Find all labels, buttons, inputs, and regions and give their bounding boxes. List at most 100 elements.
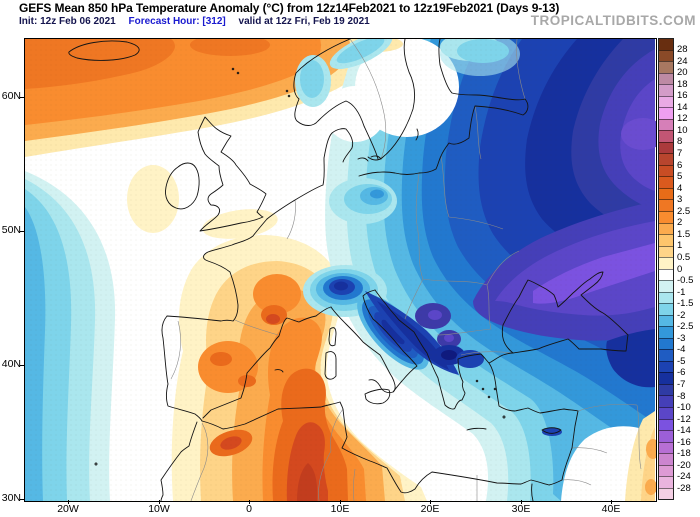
colorbar-segment [659, 245, 673, 258]
colorbar-segment [659, 107, 673, 119]
colorbar-label: -10 [677, 402, 691, 414]
colorbar-segment [659, 257, 673, 269]
y-axis-label: 30N [1, 492, 21, 504]
map-canvas [24, 38, 657, 502]
colorbar-label: 7 [677, 148, 683, 159]
colorbar-label: -2 [677, 309, 686, 321]
colorbar-label: 18 [677, 78, 688, 90]
colorbar-label: 16 [677, 90, 688, 102]
colorbar-label: 10 [677, 124, 688, 136]
colorbar-segment [659, 118, 673, 131]
colorbar-label: -28 [677, 482, 691, 494]
colorbar-segment [659, 372, 673, 384]
colorbar-segment [659, 130, 673, 142]
colorbar-label: -0.5 [677, 275, 694, 287]
x-axis-tick [521, 500, 522, 504]
x-axis-tick [68, 500, 69, 504]
colorbar-segment [659, 84, 673, 96]
colorbar-label: -16 [677, 436, 691, 448]
y-axis-tick [20, 365, 24, 366]
x-axis-tick [430, 500, 431, 504]
colorbar-segment [659, 383, 673, 396]
colorbar-segment [659, 337, 673, 350]
colorbar-label: 0 [677, 263, 683, 275]
colorbar-segment [659, 210, 673, 223]
colorbar-segment [659, 453, 673, 465]
colorbar-segment [659, 141, 673, 154]
colorbar-label: 24 [677, 55, 688, 67]
watermark-brand: TROPICALTIDBITS.COM [530, 13, 696, 28]
x-axis-label: 20E [420, 503, 440, 515]
colorbar-segment [659, 476, 673, 488]
colorbar-label: 8 [677, 136, 683, 148]
colorbar-label: -1.5 [677, 298, 694, 310]
colorbar-segment [659, 39, 673, 50]
colorbar-label: 4 [677, 182, 683, 194]
x-axis-label: 30E [511, 503, 531, 515]
colorbar-label: 20 [677, 67, 688, 79]
colorbar-label: 2.5 [677, 205, 691, 217]
colorbar-segment [659, 314, 673, 327]
colorbar-label: 3 [677, 194, 683, 206]
init-time-label: Init: 12z Feb 06 2021 [19, 16, 116, 27]
colorbar-labels: 28 24 20 18 16 14 12 10 8 7 6 5 4 3 2.5 2 1.5 1 0.5 0 -0.5 -1… [677, 38, 700, 500]
colorbar-segment [659, 72, 673, 85]
y-axis-label: 50N [1, 224, 21, 236]
x-axis-label: 0 [246, 503, 252, 515]
colorbar-label: 5 [677, 171, 683, 183]
y-axis-tick [20, 97, 24, 98]
colorbar-segment [659, 176, 673, 188]
y-axis-tick [20, 499, 24, 500]
colorbar-label: -6 [677, 367, 686, 379]
x-axis-tick [340, 500, 341, 504]
colorbar-segment [659, 153, 673, 165]
colorbar-segment [659, 487, 673, 500]
colorbar-label: 14 [677, 101, 688, 113]
colorbar-label: -14 [677, 425, 691, 437]
colorbar-segment [659, 430, 673, 442]
colorbar-label: -4 [677, 344, 686, 356]
colorbar-label: -2.5 [677, 321, 694, 333]
colorbar-label: -1 [677, 286, 686, 298]
x-axis-label: 20W [57, 503, 79, 515]
colorbar-segment [659, 187, 673, 200]
colorbar-segment [659, 407, 673, 419]
colorbar-label: -20 [677, 459, 691, 471]
x-axis-label: 10E [330, 503, 350, 515]
page-title: GEFS Mean 850 hPa Temperature Anomaly (°… [19, 1, 560, 15]
y-axis-label: 40N [1, 358, 21, 370]
country-borders [170, 39, 642, 501]
colorbar-segment [659, 164, 673, 177]
colorbar [658, 38, 674, 500]
colorbar-segment [659, 326, 673, 338]
stipple-overlay [25, 39, 656, 501]
colorbar-segment [659, 464, 673, 477]
colorbar-segment [659, 268, 673, 281]
valid-time-label: valid at 12z Fri, Feb 19 2021 [238, 16, 370, 27]
colorbar-segment [659, 349, 673, 361]
colorbar-label: -8 [677, 390, 686, 402]
colorbar-label: 6 [677, 159, 683, 171]
colorbar-label: 12 [677, 113, 688, 125]
colorbar-label: -5 [677, 355, 686, 367]
colorbar-label: 1 [677, 240, 683, 252]
colorbar-label: -7 [677, 379, 686, 390]
x-axis-tick [249, 500, 250, 504]
colorbar-label: 0.5 [677, 251, 691, 263]
coastlines [68, 39, 629, 501]
colorbar-segment [659, 280, 673, 292]
colorbar-label: 1.5 [677, 228, 691, 240]
colorbar-segment [659, 61, 673, 73]
x-axis-tick [159, 500, 160, 504]
colorbar-segment [659, 199, 673, 211]
x-axis-label: 10W [148, 503, 170, 515]
colorbar-segment [659, 234, 673, 246]
colorbar-segment [659, 360, 673, 373]
colorbar-label: -3 [677, 332, 686, 344]
colorbar-segment [659, 95, 673, 108]
colorbar-segment [659, 395, 673, 407]
colorbar-label: 28 [677, 44, 688, 56]
colorbar-segment [659, 291, 673, 304]
forecast-hour-label: Forecast Hour: [312] [128, 16, 226, 27]
